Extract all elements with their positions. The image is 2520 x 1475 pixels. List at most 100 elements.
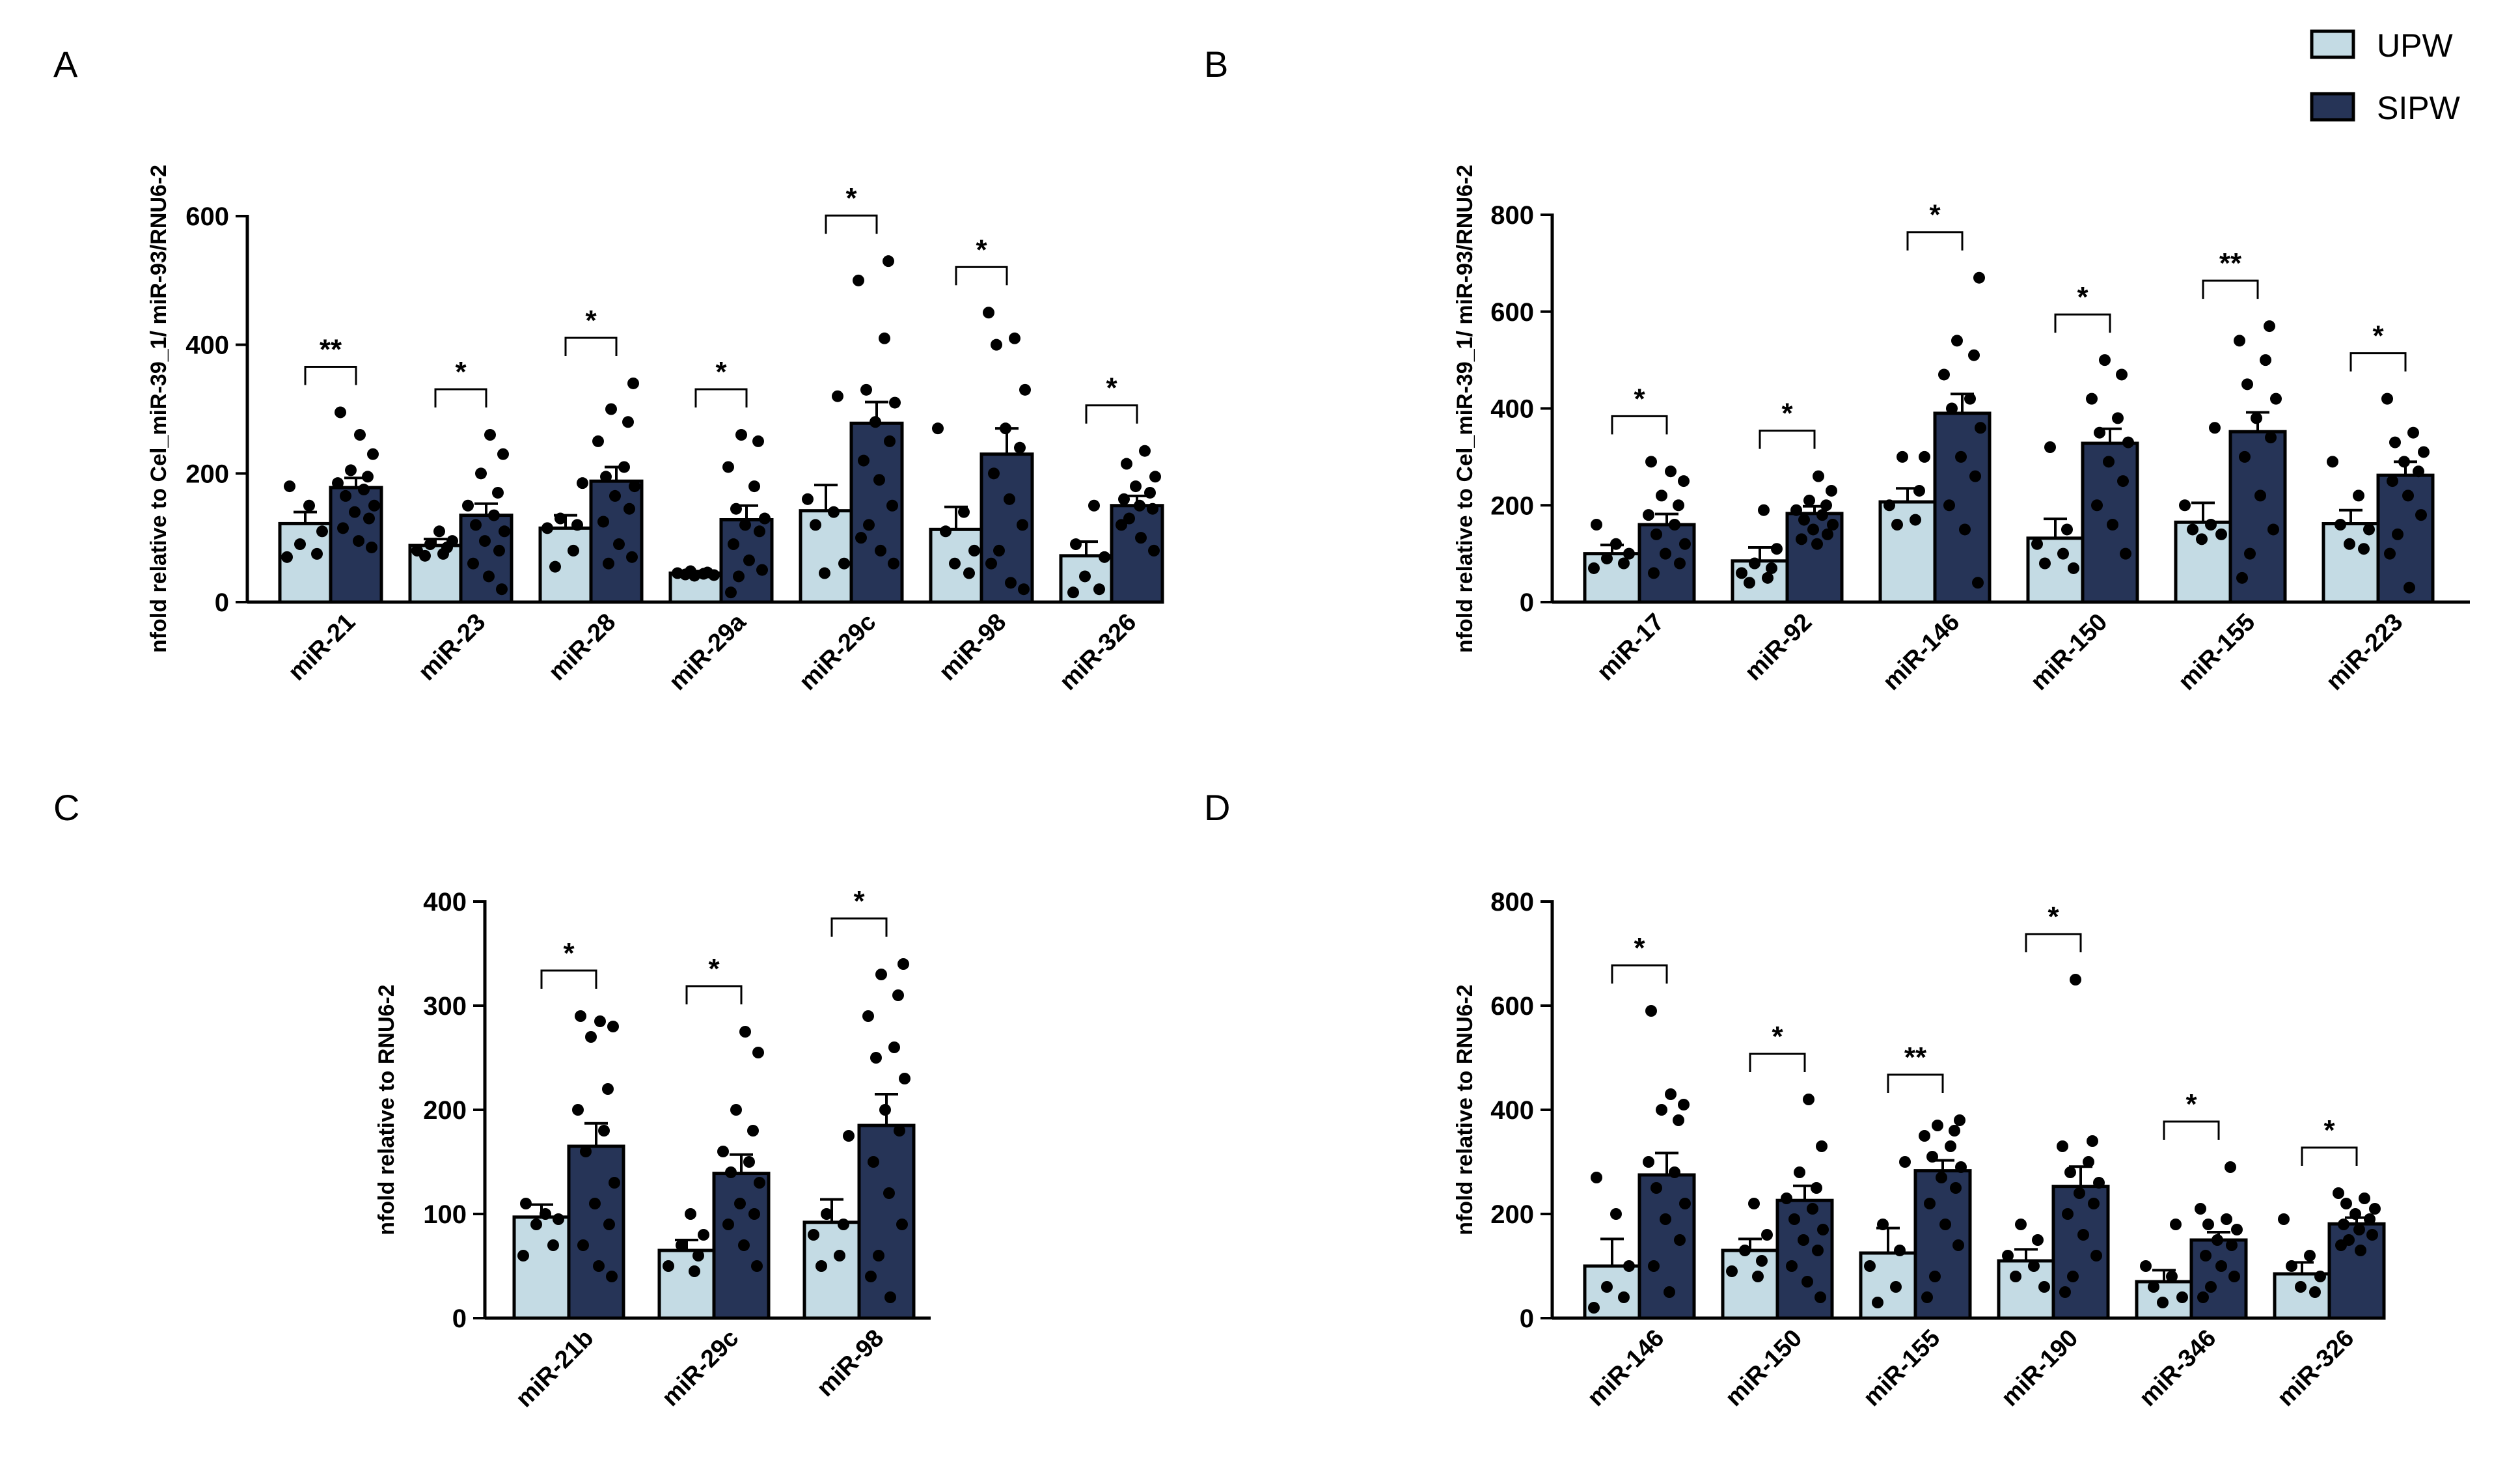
data-point-sipw (2212, 1234, 2223, 1246)
panel-label-a: A (53, 44, 78, 85)
data-point-sipw (730, 503, 742, 515)
data-point-upw (1067, 586, 1079, 599)
data-point-upw (698, 1229, 709, 1241)
data-point-sipw (1645, 1005, 1657, 1017)
data-point-sipw (1648, 1260, 1660, 1272)
y-tick-label: 600 (1490, 298, 1534, 327)
x-tick-label: miR-326 (2272, 1325, 2359, 1412)
data-point-sipw (1650, 1182, 1662, 1194)
significance-bracket (2163, 1120, 2220, 1140)
data-point-upw (963, 567, 975, 579)
y-axis-label: nfold relative to RNU6-2 (374, 984, 399, 1235)
data-point-sipw (1816, 509, 1828, 521)
data-point-sipw (1959, 523, 1971, 536)
data-point-sipw (884, 435, 896, 447)
data-point-upw (1601, 1281, 1613, 1293)
data-point-upw (819, 567, 830, 579)
data-point-sipw (855, 532, 867, 544)
significance-bracket (2349, 352, 2407, 372)
data-point-sipw (1019, 383, 1031, 396)
significance-marker: * (2372, 320, 2384, 352)
data-point-sipw (722, 461, 734, 473)
significance-bracket (955, 266, 1008, 286)
data-point-sipw (1811, 1182, 1822, 1194)
data-point-sipw (592, 435, 604, 447)
data-point-upw (433, 525, 445, 538)
data-point-sipw (1669, 519, 1680, 531)
x-tick-label: miR-23 (413, 609, 491, 686)
data-point-upw (828, 506, 840, 518)
data-point-sipw (1972, 577, 1984, 589)
data-point-upw (1899, 1156, 1911, 1168)
y-axis-label: nfold relative to Cel_miR-39_1/ miR-93/R… (146, 165, 171, 653)
data-point-upw (419, 549, 431, 562)
data-point-sipw (467, 557, 479, 570)
data-point-sipw (602, 1083, 614, 1095)
data-point-sipw (1135, 532, 1147, 544)
data-point-sipw (888, 1041, 900, 1053)
data-point-upw (2278, 1213, 2290, 1225)
x-tick-label: miR-92 (1740, 609, 1817, 686)
data-point-upw (1601, 553, 1613, 565)
data-point-sipw (759, 512, 771, 525)
data-point-sipw (863, 519, 875, 531)
data-point-sipw (985, 557, 997, 570)
panel-label-c: C (53, 787, 79, 828)
data-point-upw (663, 1260, 674, 1272)
data-point-upw (424, 538, 436, 551)
data-point-upw (1623, 1260, 1635, 1272)
y-axis-label: nfold relative to Cel_miR-39_1/ miR-93/R… (1453, 165, 1477, 653)
legend-label-upw: UPW (2377, 27, 2453, 64)
data-point-sipw (1951, 335, 1963, 347)
data-point-upw (1756, 1255, 1768, 1267)
data-point-upw (1891, 519, 1903, 531)
data-point-upw (316, 525, 328, 538)
data-point-sipw (2264, 320, 2275, 333)
data-point-sipw (2404, 581, 2415, 594)
data-point-sipw (2381, 393, 2393, 405)
x-tick-label: miR-98 (812, 1325, 889, 1402)
data-point-upw (1748, 1198, 1760, 1209)
data-point-sipw (1664, 1286, 1675, 1298)
data-point-upw (676, 1239, 687, 1251)
data-point-sipw (748, 1208, 760, 1220)
data-point-sipw (894, 1125, 905, 1137)
data-point-sipw (2384, 547, 2396, 560)
data-point-sipw (2122, 436, 2134, 448)
data-point-sipw (892, 989, 904, 1001)
data-point-sipw (743, 1156, 755, 1168)
data-point-sipw (1660, 547, 1671, 560)
data-point-sipw (462, 499, 474, 512)
x-tick-label: miR-28 (543, 609, 621, 686)
data-point-sipw (899, 1073, 911, 1084)
data-point-upw (1897, 450, 1908, 463)
data-point-sipw (2260, 354, 2271, 366)
significance-marker: * (845, 182, 857, 214)
data-point-sipw (1973, 271, 1985, 284)
significance-marker: ** (2219, 247, 2242, 279)
y-tick-label: 400 (423, 888, 467, 917)
data-point-upw (949, 557, 961, 570)
data-point-upw (815, 1260, 827, 1272)
data-point-sipw (728, 538, 739, 551)
data-point-upw (2044, 441, 2056, 453)
x-tick-label: miR-17 (1592, 609, 1669, 686)
data-point-upw (2363, 523, 2375, 536)
data-point-sipw (2059, 1286, 2071, 1298)
significance-bracket (304, 365, 357, 385)
data-point-sipw (754, 1177, 765, 1189)
data-point-sipw (2340, 1198, 2352, 1209)
data-point-sipw (1813, 470, 1824, 482)
data-point-upw (553, 1213, 564, 1225)
data-point-sipw (993, 544, 1005, 557)
data-point-sipw (2265, 432, 2277, 444)
data-point-upw (541, 522, 553, 534)
data-point-sipw (594, 1015, 606, 1027)
bar-sipw (2081, 441, 2139, 604)
data-point-upw (1070, 538, 1082, 551)
data-point-sipw (2418, 446, 2430, 458)
data-point-sipw (2077, 1229, 2089, 1241)
data-point-upw (2140, 1260, 2152, 1272)
